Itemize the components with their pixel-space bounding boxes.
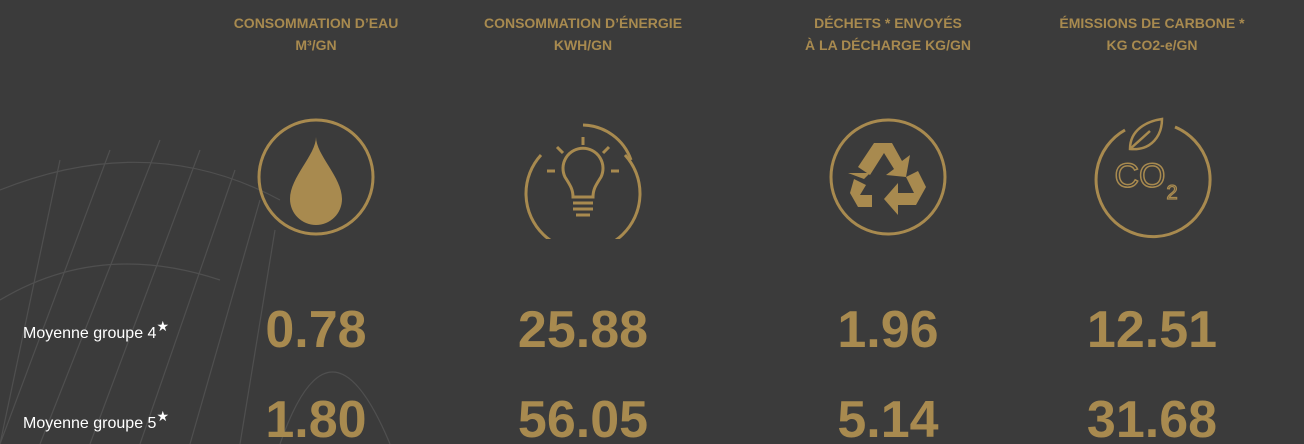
water-icon [254,115,378,239]
header-line: CONSOMMATION D’EAU [176,12,456,34]
row-label: Moyenne groupe 5★ [23,408,169,433]
header-line: KWH/GN [443,34,723,56]
waste-icon [826,115,950,239]
column-header: ÉMISSIONS DE CARBONE *KG CO2-e/GN [1012,12,1292,56]
value: 25.88 [453,300,713,360]
header-line: CONSOMMATION D’ÉNERGIE [443,12,723,34]
header-line: DÉCHETS * ENVOYÉS [748,12,1028,34]
header-line: M³/GN [176,34,456,56]
row-label-text: Moyenne groupe 5 [23,415,156,432]
value: 5.14 [758,390,1018,444]
icon-subscript: 2 [1166,182,1177,204]
value: 1.96 [758,300,1018,360]
header-line: À LA DÉCHARGE KG/GN [748,34,1028,56]
value: 1.80 [186,390,446,444]
row-label: Moyenne groupe 4★ [23,318,169,343]
icon-text: CO [1115,157,1166,195]
value: 12.51 [1022,300,1282,360]
row-marker: ★ [156,318,169,334]
value: 31.68 [1022,390,1282,444]
value: 0.78 [186,300,446,360]
header-line: ÉMISSIONS DE CARBONE * [1012,12,1292,34]
row-label-text: Moyenne groupe 4 [23,325,156,342]
header-line: KG CO2-e/GN [1012,34,1292,56]
carbon-icon: CO 2 [1090,115,1214,239]
row-marker: ★ [156,408,169,424]
energy-icon [521,115,645,239]
infographic: CO 2 CONSOMMATION D’EAUM³/GNCONSOMMATION… [0,0,1304,444]
value: 56.05 [453,390,713,444]
